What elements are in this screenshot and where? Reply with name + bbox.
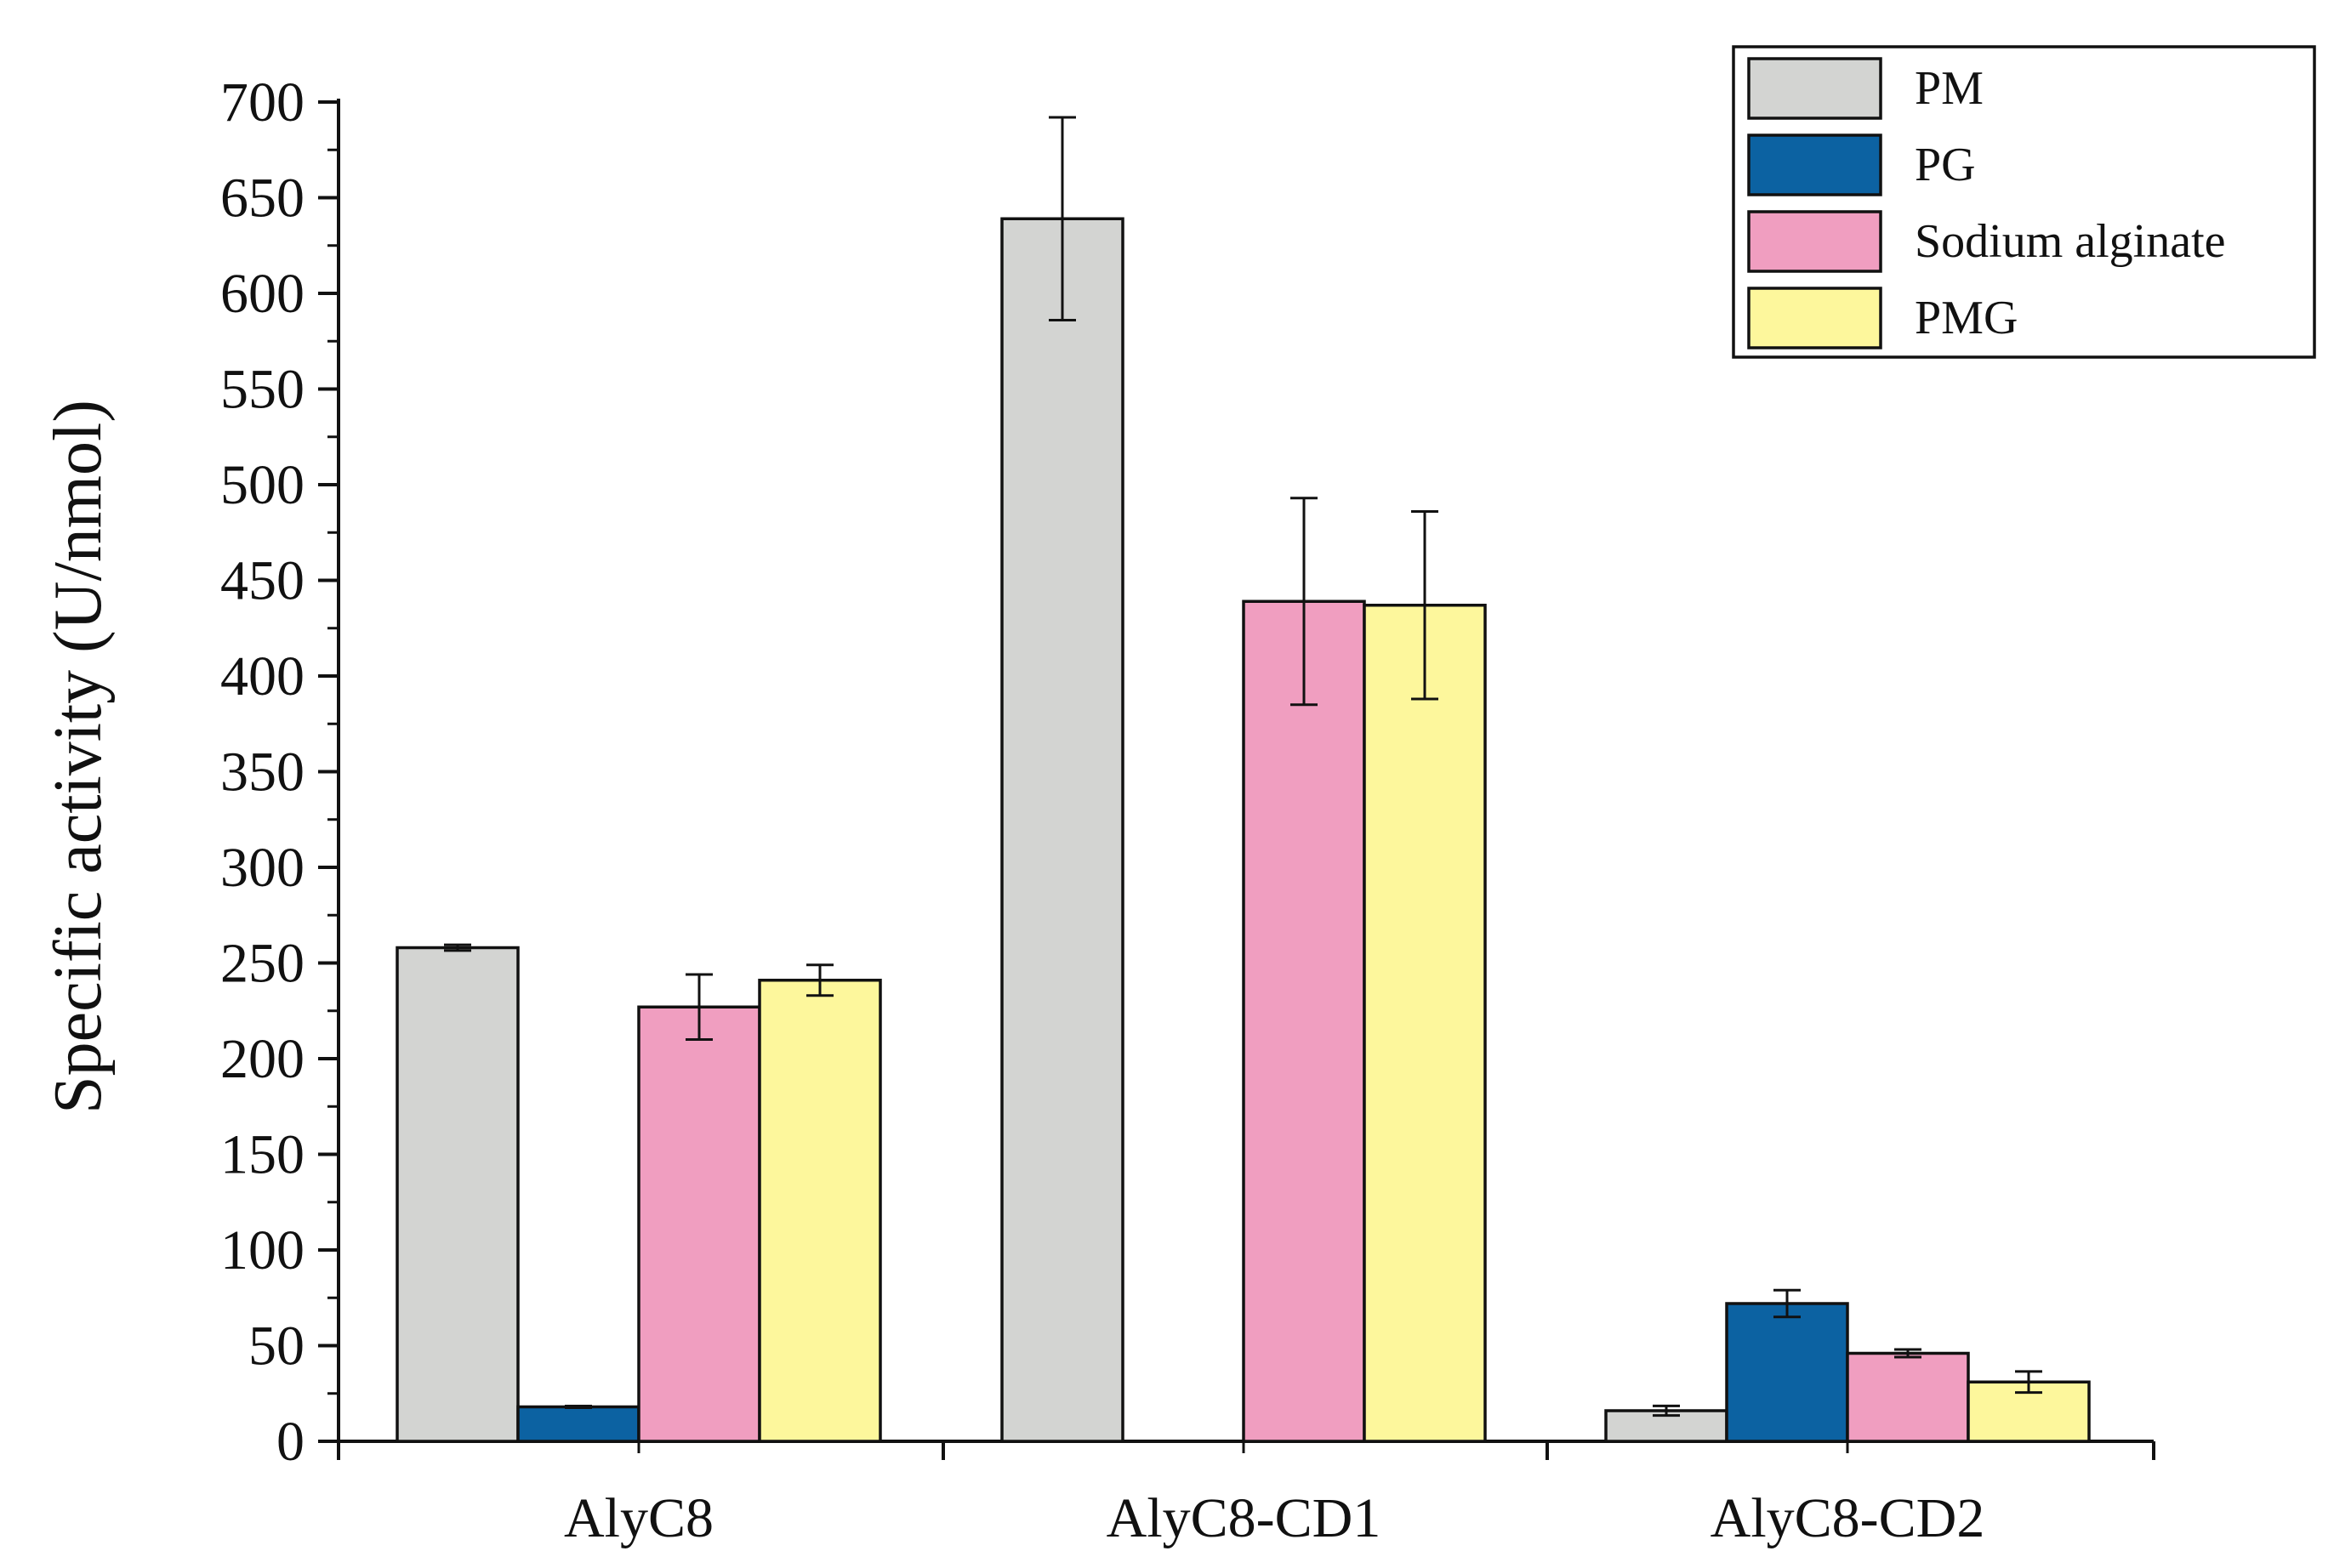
legend-swatch [1747,57,1882,120]
y-tick-label: 300 [220,837,305,899]
bar-pg-alyc8 [516,1405,640,1443]
bar-sodium-alginate-alyc8 [637,1005,761,1443]
legend-swatch [1747,210,1882,273]
y-tick-label: 400 [220,645,305,707]
bar-sodium-alginate-alyc8-cd2 [1846,1351,1970,1443]
y-tick-label: 550 [220,359,305,421]
y-tick-label: 700 [220,71,305,134]
y-tick-label: 0 [276,1411,305,1473]
bar-pg-alyc8-cd2 [1725,1302,1849,1443]
y-axis-label: Specific activity (U/nmol) [41,400,116,1114]
y-tick-label: 350 [220,741,305,804]
y-tick-label: 500 [220,454,305,516]
legend-label: PMG [1915,292,2018,344]
y-tick-label: 200 [220,1028,305,1090]
legend-label: PM [1915,62,1984,115]
bar-pm-alyc8-cd1 [1000,217,1124,1443]
bar-pm-alyc8 [396,946,520,1443]
y-tick-label: 250 [220,933,305,995]
y-tick-label: 150 [220,1124,305,1186]
legend-swatch [1747,287,1882,349]
legend: PM PG Sodium alginate PMG [1732,45,2316,359]
plot-area: 0 50 100 150 200 250 300 350 400 450 500 550 600 650 7… [220,71,2155,1549]
y-tick-label: 50 [248,1315,305,1378]
y-tick-label: 600 [220,263,305,325]
x-category-label: AlyC8-CD2 [1711,1487,1985,1549]
y-tick-label: 650 [220,168,305,230]
x-category-label: AlyC8-CD1 [1107,1487,1381,1549]
legend-label: PG [1915,139,1976,191]
y-tick-label: 100 [220,1219,305,1281]
bar-pmg-alyc8 [758,979,882,1443]
x-category-label: AlyC8 [564,1487,714,1549]
legend-swatch [1747,134,1882,196]
bar-pmg-alyc8-cd1 [1363,604,1487,1443]
bar-sodium-alginate-alyc8-cd1 [1242,599,1366,1443]
legend-label: Sodium alginate [1915,215,2226,268]
y-tick-label: 450 [220,550,305,612]
